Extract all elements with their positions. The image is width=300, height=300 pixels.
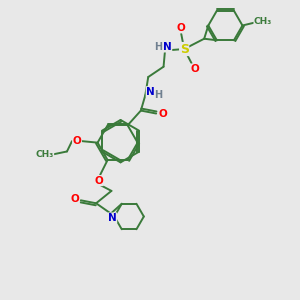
Text: O: O: [177, 23, 186, 33]
Text: O: O: [191, 64, 200, 74]
Text: O: O: [73, 136, 81, 146]
Text: O: O: [70, 194, 79, 204]
Text: N: N: [108, 213, 117, 223]
Text: N: N: [163, 42, 172, 52]
Text: N: N: [146, 87, 155, 97]
Text: H: H: [154, 42, 163, 52]
Text: H: H: [154, 90, 163, 100]
Text: O: O: [94, 176, 103, 186]
Text: CH₃: CH₃: [35, 150, 54, 159]
Text: O: O: [158, 109, 167, 118]
Text: S: S: [180, 43, 189, 56]
Text: CH₃: CH₃: [254, 16, 272, 26]
